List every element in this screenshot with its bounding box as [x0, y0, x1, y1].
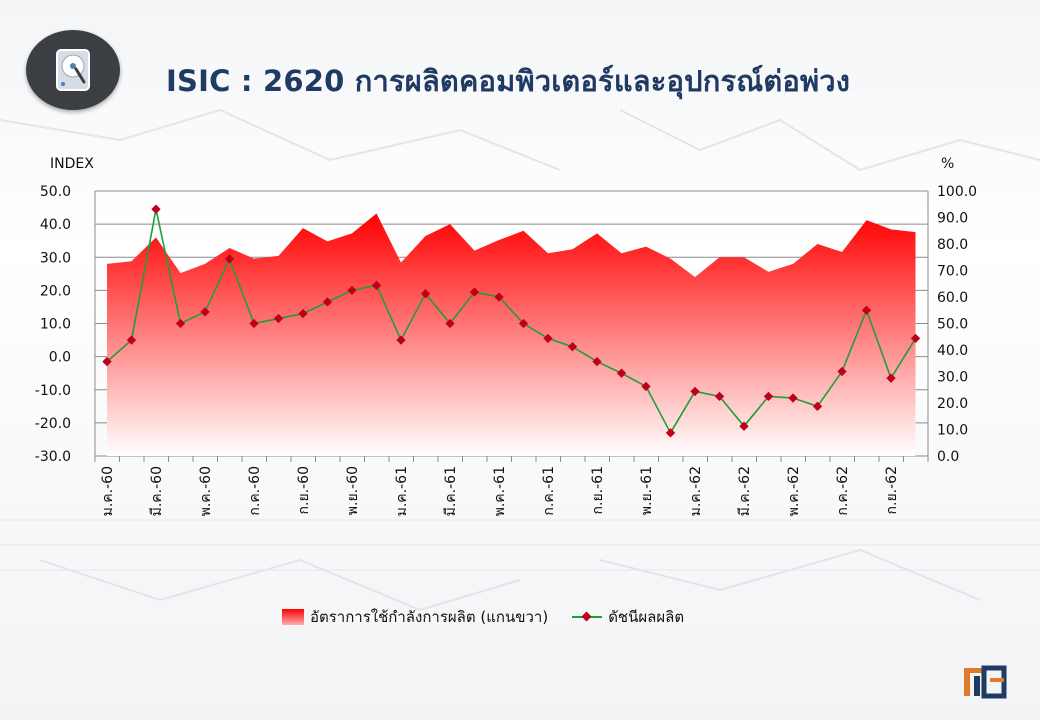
x-tick-label: ก.ย.-60	[296, 466, 312, 514]
right-tick-label: 100.0	[937, 184, 977, 200]
legend-area-swatch	[282, 609, 304, 625]
index-point	[910, 333, 921, 344]
index-point	[249, 318, 259, 329]
legend-item-capacity: อัตราการใช้กำลังการผลิต (แกนขวา)	[282, 605, 548, 629]
right-tick-label: 50.0	[937, 317, 968, 333]
index-point	[396, 335, 406, 345]
index-point	[812, 401, 823, 411]
x-tick-label: ก.ค.-61	[541, 466, 557, 516]
right-tick-label: 0.0	[937, 449, 959, 465]
production-index-line	[106, 209, 917, 435]
index-point	[567, 342, 578, 352]
index-point	[469, 287, 480, 297]
index-point	[126, 335, 137, 345]
index-point	[690, 386, 700, 397]
index-point	[714, 391, 725, 402]
index-point	[151, 204, 161, 214]
x-tick-label: มี.ค.-62	[737, 466, 753, 516]
index-point	[273, 313, 284, 324]
index-point	[837, 366, 847, 377]
right-tick-label: 30.0	[937, 370, 968, 386]
legend-line-swatch	[572, 611, 603, 623]
index-point	[518, 318, 529, 329]
index-point	[200, 307, 210, 317]
x-tick-label: พ.ค.-62	[786, 466, 802, 516]
x-tick-label: ก.ค.-62	[835, 466, 851, 516]
index-point	[445, 318, 455, 329]
legend-item-index: ดัชนีผลผลิต	[572, 605, 684, 629]
chart: 50.0 40.0 30.0 20.0 10.0 0.0 -10.0 -20.0 -30.0 10…	[35, 156, 977, 516]
index-point	[494, 292, 504, 302]
chart-legend: อัตราการใช้กำลังการผลิต (แกนขวา) ดัชนีผล…	[282, 603, 684, 631]
x-tick-label: ม.ค.-60	[100, 466, 116, 516]
index-point	[739, 421, 749, 431]
legend-label-capacity: อัตราการใช้กำลังการผลิต (แกนขวา)	[310, 608, 549, 626]
oie-logo-mark	[964, 665, 1007, 699]
index-point	[788, 393, 798, 403]
x-tick-label: พ.ค.-60	[198, 466, 214, 516]
index-point	[861, 305, 872, 315]
index-point	[886, 373, 896, 383]
x-tick-label: ก.ค.-60	[247, 466, 263, 516]
left-tick-label: -10.0	[35, 383, 71, 399]
index-point	[420, 289, 431, 299]
left-tick-label: -20.0	[35, 416, 71, 432]
index-point	[298, 308, 308, 319]
right-tick-label: 70.0	[937, 264, 968, 280]
right-tick-label: 40.0	[937, 343, 968, 359]
x-tick-label: มี.ค.-60	[149, 466, 165, 516]
x-tick-label: ม.ค.-61	[394, 466, 410, 516]
category-badge	[26, 30, 120, 110]
left-tick-label: 30.0	[40, 250, 71, 266]
capacity-utilization-area	[107, 213, 916, 456]
index-point	[543, 333, 553, 344]
index-point	[322, 297, 333, 307]
x-tick-label: ก.ย.-61	[590, 466, 606, 514]
index-point	[224, 254, 235, 264]
left-tick-label: 50.0	[40, 184, 71, 200]
right-tick-label: 60.0	[937, 290, 968, 306]
left-tick-label: 10.0	[40, 317, 71, 333]
legend-label-index: ดัชนีผลผลิต	[608, 608, 685, 626]
x-tick-label: มี.ค.-61	[443, 466, 459, 516]
index-point	[371, 280, 382, 291]
index-point	[763, 391, 774, 402]
right-tick-label: 80.0	[937, 237, 968, 253]
x-tick-label: พ.ย.-61	[639, 466, 655, 515]
right-tick-label: 90.0	[937, 211, 968, 227]
right-axis-label: %	[941, 156, 954, 172]
hard-disk-icon	[56, 49, 90, 91]
index-point	[592, 356, 602, 367]
left-tick-label: 20.0	[40, 283, 71, 299]
left-tick-label: -30.0	[35, 449, 71, 465]
left-tick-label: 40.0	[40, 217, 71, 233]
x-tick-label: ม.ค.-62	[688, 466, 704, 516]
index-point	[175, 318, 186, 329]
index-point	[616, 368, 627, 378]
left-tick-label: 0.0	[49, 350, 71, 366]
right-tick-label: 20.0	[937, 396, 968, 412]
x-tick-label: พ.ค.-61	[492, 466, 508, 516]
oie-logo	[956, 664, 1016, 714]
left-axis-label: INDEX	[50, 156, 94, 172]
right-tick-label: 10.0	[937, 423, 968, 439]
index-point	[347, 285, 357, 296]
x-tick-label: ก.ย.-62	[884, 466, 900, 514]
x-tick-label: พ.ย.-60	[345, 466, 361, 515]
index-point	[641, 381, 651, 392]
index-point	[665, 428, 676, 438]
page-title: ISIC : 2620 การผลิตคอมพิวเตอร์และอุปกรณ์…	[166, 64, 851, 98]
